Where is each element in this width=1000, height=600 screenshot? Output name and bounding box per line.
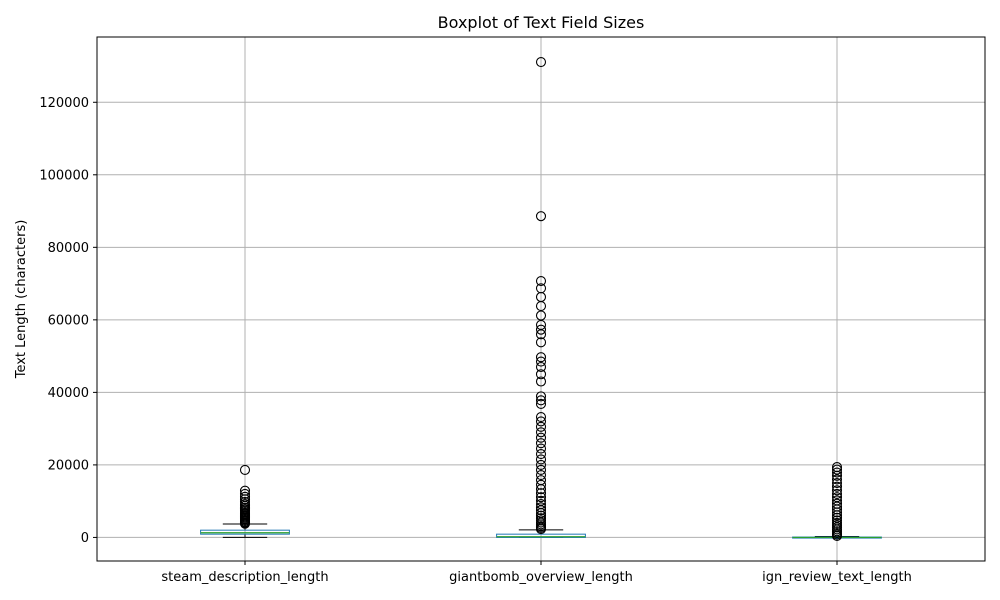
outlier-point [831, 477, 843, 489]
y-tick-label: 0 [81, 531, 89, 546]
x-tick-label: steam_description_length [161, 570, 328, 585]
x-tick-label: giantbomb_overview_length [449, 570, 633, 585]
outlier-point [831, 512, 843, 523]
outlier-point [831, 517, 843, 528]
outlier-point [239, 464, 251, 476]
iqr-box [496, 533, 586, 538]
outlier-point [535, 488, 547, 499]
outlier-point [535, 361, 547, 373]
outlier-point [535, 416, 547, 427]
outlier-point [239, 488, 251, 499]
outlier-point [831, 492, 843, 503]
outlier-point [831, 495, 843, 506]
outlier-point [535, 283, 547, 294]
y-tick-label: 20000 [48, 458, 89, 473]
outlier-point [535, 495, 547, 506]
y-tick-label: 100000 [39, 168, 89, 183]
y-axis-label: Text Length (characters) [14, 220, 29, 380]
outlier-point [831, 515, 843, 526]
y-tick-label: 120000 [39, 96, 89, 111]
outlier-point [831, 481, 843, 492]
outlier-point [535, 352, 547, 363]
outlier-point [535, 443, 547, 454]
outlier-point [535, 464, 547, 476]
box-group [792, 462, 882, 542]
outlier-point [535, 398, 547, 410]
x-tick-label: ign_review_text_length [762, 570, 912, 585]
outlier-point [535, 337, 547, 348]
outlier-point [535, 56, 547, 68]
outlier-point [535, 432, 547, 443]
y-tick-label: 80000 [48, 241, 89, 256]
outlier-point [535, 502, 547, 513]
outlier-point [239, 496, 251, 507]
outlier-point [535, 499, 547, 510]
outlier-point [535, 479, 547, 490]
outlier-point [535, 211, 547, 222]
box-group [200, 464, 290, 538]
plot-layer [200, 56, 882, 542]
box-group [496, 56, 586, 538]
outlier-point [535, 438, 547, 449]
outlier-point [831, 474, 843, 485]
outlier-point [831, 485, 843, 496]
outlier-point [535, 513, 547, 524]
outlier-point [831, 488, 843, 499]
outlier-point [535, 448, 547, 460]
outlier-point [535, 459, 547, 470]
outlier-point [831, 467, 843, 478]
outlier-point [535, 427, 547, 438]
outlier-point [535, 411, 547, 423]
outlier-point [831, 462, 843, 473]
outlier-point [535, 369, 547, 380]
outlier-point [535, 324, 547, 335]
chart-title: Boxplot of Text Field Sizes [438, 13, 645, 32]
outlier-point [535, 421, 547, 432]
y-tick-label: 60000 [48, 313, 89, 328]
outlier-point [239, 491, 251, 502]
y-tick-label: 40000 [48, 386, 89, 401]
outlier-point [535, 395, 547, 406]
outlier-point [535, 376, 547, 387]
outlier-point [831, 464, 843, 475]
outlier-point [535, 470, 547, 481]
outlier-point [535, 356, 547, 367]
outlier-point [535, 510, 547, 521]
outlier-point [535, 492, 547, 503]
outlier-point [535, 275, 547, 287]
outlier-point [239, 485, 251, 496]
outlier-point [535, 475, 547, 486]
outlier-point [535, 391, 547, 402]
outlier-point [831, 498, 843, 509]
outlier-point [535, 454, 547, 465]
axis-layer: 0 20000 40000 60000 80000 100000 120000 steam_d… [39, 96, 911, 585]
